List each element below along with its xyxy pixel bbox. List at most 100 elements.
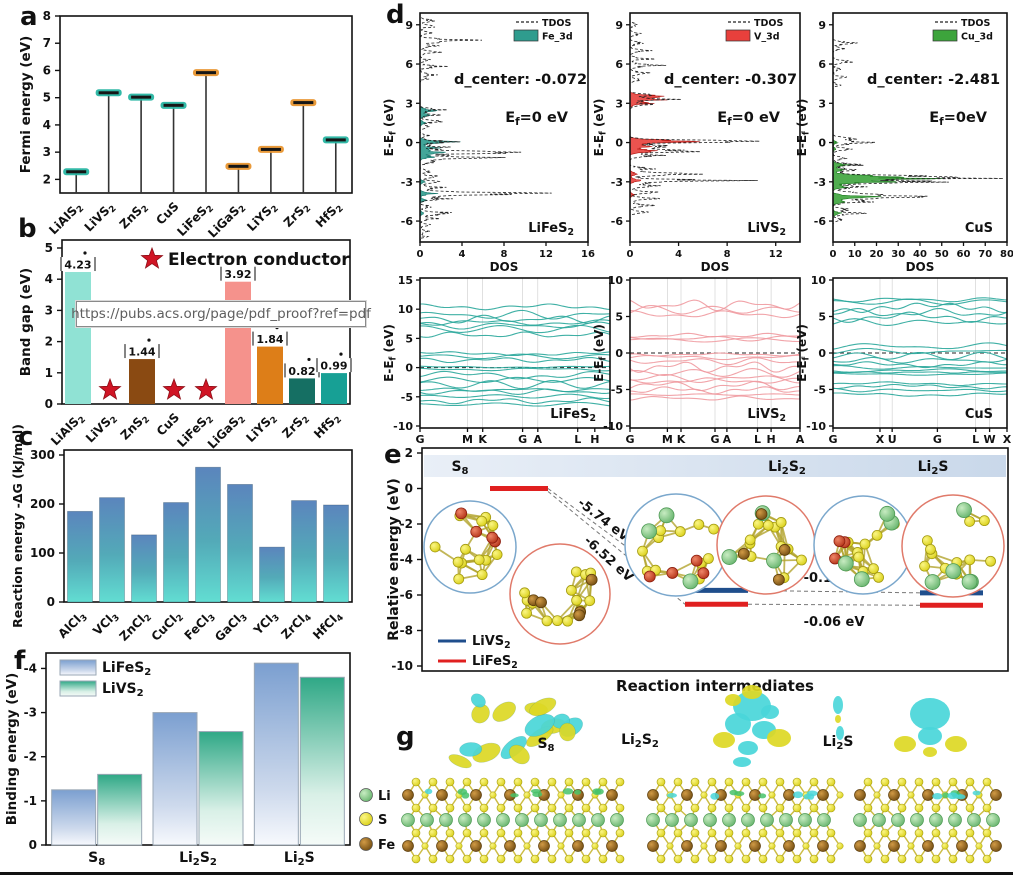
svg-text:M: M [462, 433, 473, 446]
svg-text:4: 4 [45, 272, 53, 286]
svg-text:A: A [534, 433, 543, 446]
svg-text:-10: -10 [391, 659, 413, 673]
svg-text:S: S [378, 813, 387, 828]
svg-text:Ef=0 eV: Ef=0 eV [505, 110, 569, 128]
svg-text:Li2S2: Li2S2 [179, 850, 217, 868]
svg-text:LiVS2: LiVS2 [472, 634, 511, 651]
svg-text:60: 60 [957, 249, 971, 260]
svg-text:0: 0 [417, 249, 424, 260]
molecule-inset-6 [902, 495, 1004, 597]
svg-text:2: 2 [45, 335, 53, 349]
svg-text:-1: -1 [24, 794, 37, 808]
svg-text:5: 5 [45, 241, 53, 255]
svg-text:G: G [518, 433, 527, 446]
svg-text:E-Ef (eV): E-Ef (eV) [795, 324, 812, 382]
svg-text:d_center: -0.072: d_center: -0.072 [454, 72, 587, 88]
slab-3 [854, 698, 1002, 863]
svg-text:ZnCl2: ZnCl2 [117, 608, 154, 645]
svg-text:-3: -3 [611, 176, 623, 189]
svg-text:0.82: 0.82 [288, 365, 315, 378]
svg-text:4: 4 [459, 249, 466, 260]
panel-letter-c: c [18, 424, 33, 450]
svg-text:H: H [590, 433, 599, 446]
molecule-inset-5 [814, 496, 912, 594]
svg-text:E-Ef (eV): E-Ef (eV) [795, 99, 812, 157]
svg-text:ZrS2: ZrS2 [281, 199, 313, 231]
svg-text:5: 5 [43, 91, 51, 105]
isosurface-Li2S [894, 698, 967, 757]
svg-text:0: 0 [405, 362, 413, 375]
svg-text:DOS: DOS [490, 260, 519, 274]
svg-text:-5: -5 [401, 391, 413, 404]
panel-letter-g: g [396, 724, 415, 750]
svg-text:GaCl3: GaCl3 [212, 608, 250, 646]
slab-1 [402, 691, 625, 863]
svg-text:Fermi energy (eV): Fermi energy (eV) [18, 36, 34, 174]
svg-text:Li2S2: Li2S2 [621, 732, 659, 750]
svg-text:X: X [1003, 433, 1012, 446]
svg-text:300: 300 [30, 448, 55, 462]
svg-text:Binding energy (eV): Binding energy (eV) [4, 673, 20, 825]
isosurface-S8 [447, 691, 586, 771]
svg-text:-3: -3 [24, 706, 37, 720]
svg-text:LiGaS2: LiGaS2 [205, 199, 248, 242]
svg-text:5: 5 [818, 311, 826, 324]
svg-text:0: 0 [45, 397, 53, 411]
svg-text:6: 6 [615, 58, 623, 71]
svg-text:10: 10 [811, 274, 827, 287]
svg-text:M: M [662, 433, 673, 446]
svg-text:G: G [828, 433, 837, 446]
svg-text:0: 0 [405, 482, 413, 496]
svg-text:0: 0 [615, 347, 623, 360]
svg-text:3.92: 3.92 [224, 268, 251, 281]
svg-text:4: 4 [43, 118, 51, 132]
svg-text:8: 8 [501, 249, 508, 260]
molecule-inset-3 [625, 494, 727, 596]
svg-text:10: 10 [398, 303, 414, 316]
svg-text:6: 6 [405, 58, 413, 71]
svg-text:V_3d: V_3d [754, 32, 780, 43]
svg-text:G: G [415, 433, 424, 446]
svg-text:10: 10 [608, 274, 624, 287]
svg-text:4: 4 [675, 249, 682, 260]
svg-text:80: 80 [1000, 249, 1013, 260]
svg-text:E-Ef (eV): E-Ef (eV) [382, 99, 399, 157]
svg-text:Fe: Fe [378, 838, 395, 853]
svg-text:K: K [677, 433, 686, 446]
svg-text:G: G [710, 433, 719, 446]
svg-text:CuS: CuS [153, 199, 181, 227]
svg-text:1: 1 [45, 366, 53, 380]
panel-letter-e: e [384, 442, 402, 468]
svg-text:ZrCl4: ZrCl4 [278, 608, 313, 643]
slab-2 [647, 685, 845, 863]
svg-text:LiVS2: LiVS2 [747, 407, 786, 424]
svg-text:2: 2 [43, 172, 51, 186]
svg-text:CuCl2: CuCl2 [149, 608, 186, 645]
svg-text:ZnS2: ZnS2 [117, 199, 151, 233]
svg-text:A: A [723, 433, 732, 446]
svg-text:Ef=0eV: Ef=0eV [929, 110, 988, 128]
svg-text:0: 0 [615, 137, 623, 150]
svg-text:0: 0 [405, 137, 413, 150]
svg-text:d_center: -2.481: d_center: -2.481 [867, 72, 1000, 88]
watermark-url[interactable]: https://pubs.acs.org/page/pdf_proof?ref=… [76, 301, 366, 327]
svg-text:9: 9 [818, 19, 826, 32]
svg-text:2: 2 [405, 446, 413, 460]
svg-text:G: G [933, 433, 942, 446]
isosurface-Li2S2 [713, 685, 844, 767]
svg-text:X: X [876, 433, 885, 446]
svg-text:LiFeS2: LiFeS2 [550, 407, 596, 424]
svg-text:TDOS: TDOS [754, 18, 783, 29]
panel-letter-d: d [386, 2, 405, 28]
svg-text:6: 6 [818, 58, 826, 71]
svg-text:0.99: 0.99 [320, 360, 347, 373]
svg-text:-10: -10 [806, 420, 826, 433]
